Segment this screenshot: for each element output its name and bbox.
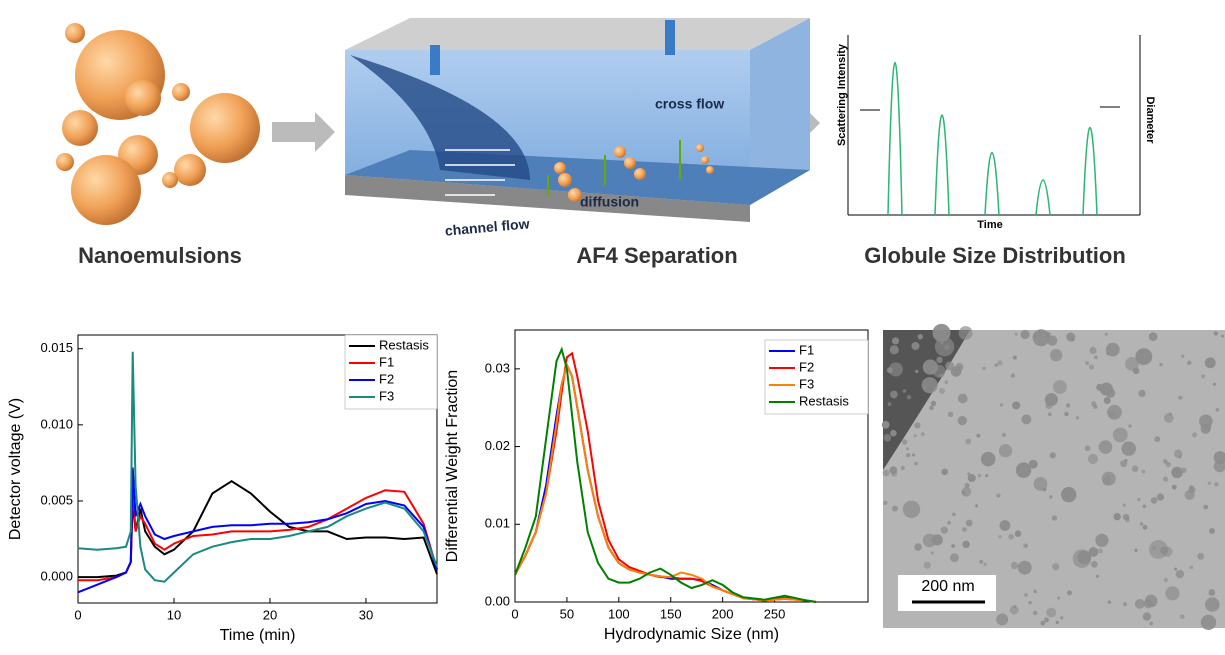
y-axis-title: Differential Weight Fraction: [444, 370, 461, 562]
fractogram-sketch: Scattering Intensity Diameter Time: [836, 35, 1156, 231]
x-tick-label: 0: [74, 607, 81, 622]
panel-title: Globule Size Distribution: [864, 243, 1126, 268]
legend-label: F1: [379, 354, 394, 369]
af4-channel: cross flow diffusion channel flow: [345, 18, 810, 239]
legend-label: F2: [799, 359, 814, 374]
series-line: [514, 346, 817, 603]
tem-image: 200 nm: [881, 323, 1225, 630]
y-tick-label: 0.005: [40, 492, 73, 507]
x-tick-label: 20: [263, 607, 277, 622]
legend-label: F3: [799, 376, 814, 391]
x-axis-title: Time (min): [220, 627, 296, 644]
legend-label: F2: [379, 371, 394, 386]
y-tick-label: 0.03: [485, 360, 510, 375]
series-line: [514, 362, 817, 603]
x-tick-label: 50: [560, 606, 574, 621]
x-tick-label: 200: [712, 606, 734, 621]
x-tick-label: 150: [660, 606, 682, 621]
y-tick-label: 0.01: [485, 516, 510, 531]
label: channel flow: [444, 215, 530, 238]
label: Diameter: [1144, 96, 1156, 144]
y-tick-label: 0.000: [40, 569, 73, 584]
x-tick-label: 30: [359, 607, 373, 622]
label: diffusion: [580, 194, 639, 210]
series-line: [77, 467, 438, 594]
x-tick-label: 100: [608, 606, 630, 621]
label: cross flow: [655, 96, 724, 112]
x-tick-label: 10: [167, 607, 181, 622]
legend-label: F1: [799, 342, 814, 357]
panel-title: Nanoemulsions: [78, 243, 242, 268]
y-tick-label: 0.015: [40, 340, 73, 355]
x-axis-title: Hydrodynamic Size (nm): [604, 626, 779, 643]
arrow: [272, 112, 335, 152]
y-tick-label: 0.02: [485, 438, 510, 453]
label: Time: [977, 219, 1002, 231]
y-tick-label: 0.010: [40, 416, 73, 431]
x-tick-label: 0: [511, 606, 518, 621]
series-line: [77, 351, 438, 583]
plot-frame: [514, 329, 869, 603]
y-tick-label: 0.00: [485, 593, 510, 608]
x-tick-label: 250: [764, 606, 786, 621]
y-axis-title: Detector voltage (V): [7, 398, 24, 540]
label: Scattering Intensity: [836, 43, 848, 146]
legend-label: Restasis: [799, 393, 849, 408]
plot-frame: [77, 334, 438, 604]
droplets: [56, 23, 260, 225]
scale-bar-label: 200 nm: [921, 578, 974, 595]
legend-label: F3: [379, 388, 394, 403]
legend-label: Restasis: [379, 337, 429, 352]
panel-title: AF4 Separation: [576, 243, 737, 268]
